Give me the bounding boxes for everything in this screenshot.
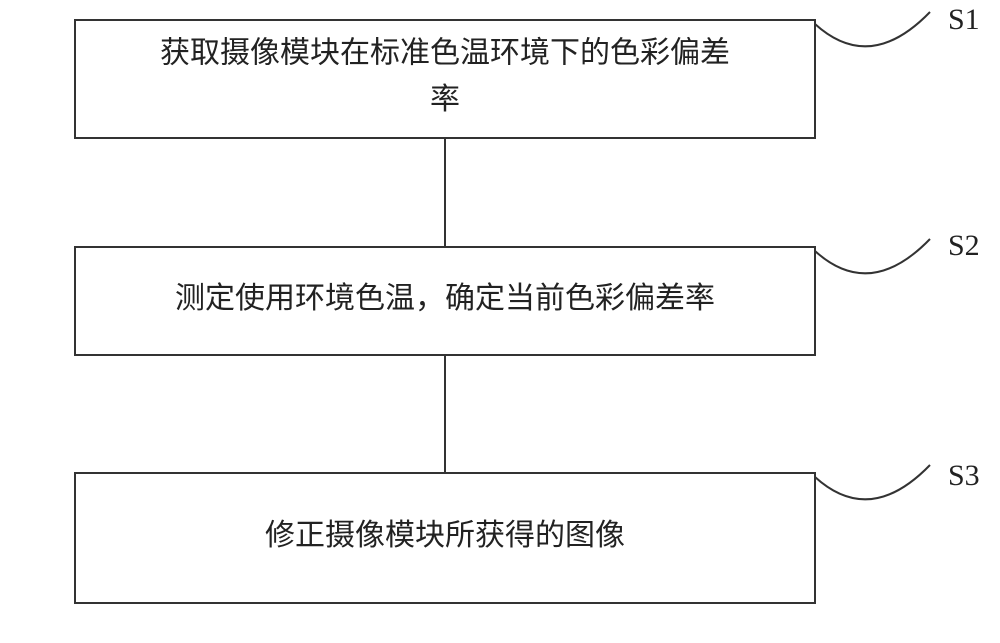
flow-box-b1: 获取摄像模块在标准色温环境下的色彩偏差率 bbox=[75, 20, 815, 138]
flow-box-b3: 修正摄像模块所获得的图像 bbox=[75, 473, 815, 603]
flow-box-text: 获取摄像模块在标准色温环境下的色彩偏差 bbox=[160, 37, 730, 70]
leader-line bbox=[815, 12, 930, 46]
leader-line bbox=[815, 465, 930, 499]
flow-box-text: 修正摄像模块所获得的图像 bbox=[265, 519, 625, 552]
leader-line bbox=[815, 239, 930, 273]
flow-box-b2: 测定使用环境色温，确定当前色彩偏差率 bbox=[75, 247, 815, 355]
flow-box-text: 测定使用环境色温，确定当前色彩偏差率 bbox=[175, 282, 715, 315]
step-label: S2 bbox=[948, 229, 980, 262]
flow-box-text: 率 bbox=[430, 83, 460, 116]
step-label: S1 bbox=[948, 3, 980, 36]
step-label: S3 bbox=[948, 459, 980, 492]
